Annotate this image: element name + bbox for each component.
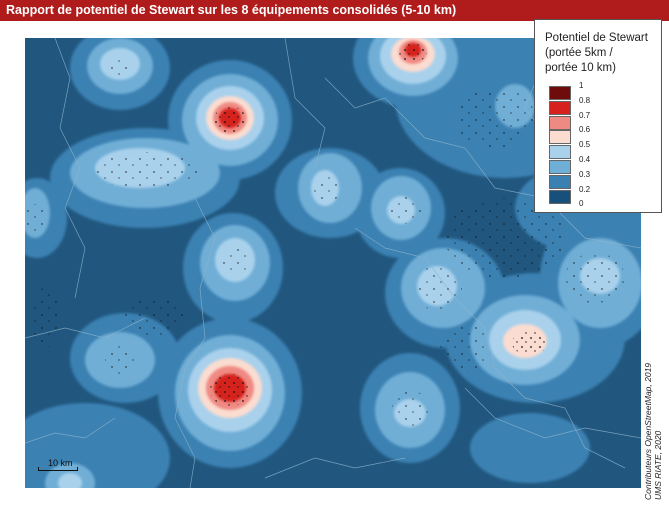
legend-tick-label: 0.8: [579, 95, 591, 105]
legend-tick-label: 0.3: [579, 169, 591, 179]
legend-title-line-1: Potentiel de Stewart: [545, 32, 648, 44]
legend-swatch-4: [549, 145, 571, 160]
legend-title-line-3: portée 10 km): [545, 62, 616, 74]
source-line-osm: Contributeurs OpenStreetMap, 2019: [643, 362, 653, 500]
legend-swatch-2: [549, 115, 571, 130]
legend-swatch-3: [549, 130, 571, 145]
legend-swatch-0: [549, 86, 571, 100]
legend-tick-label: 0.2: [579, 184, 591, 194]
legend-tick-label: 0: [579, 199, 584, 209]
source-line-riate: UMS RIATE, 2020: [653, 430, 663, 500]
legend-swatch-5: [549, 160, 571, 174]
legend-title-line-2: (portée 5km /: [545, 47, 613, 59]
scale-label: 10 km: [48, 458, 73, 468]
map-title: Rapport de potentiel de Stewart sur les …: [0, 0, 669, 21]
source-credits: Contributeurs OpenStreetMap, 2019 UMS RI…: [643, 363, 663, 500]
legend-swatch-1: [549, 100, 571, 115]
legend: Potentiel de Stewart (portée 5km / porté…: [534, 19, 662, 213]
legend-title: Potentiel de Stewart (portée 5km / porté…: [545, 31, 657, 76]
legend-tick-label: 0.4: [579, 155, 591, 164]
scale-bar: [38, 467, 78, 471]
legend-tick-label: 0.7: [579, 110, 591, 120]
settlement-points: [25, 42, 625, 426]
legend-tick-label: 1: [579, 81, 584, 90]
legend-swatch-6: [549, 174, 571, 189]
legend-tick-label: 0.6: [579, 125, 591, 135]
legend-tick-label: 0.5: [579, 140, 591, 150]
legend-swatch-7: [549, 189, 571, 204]
